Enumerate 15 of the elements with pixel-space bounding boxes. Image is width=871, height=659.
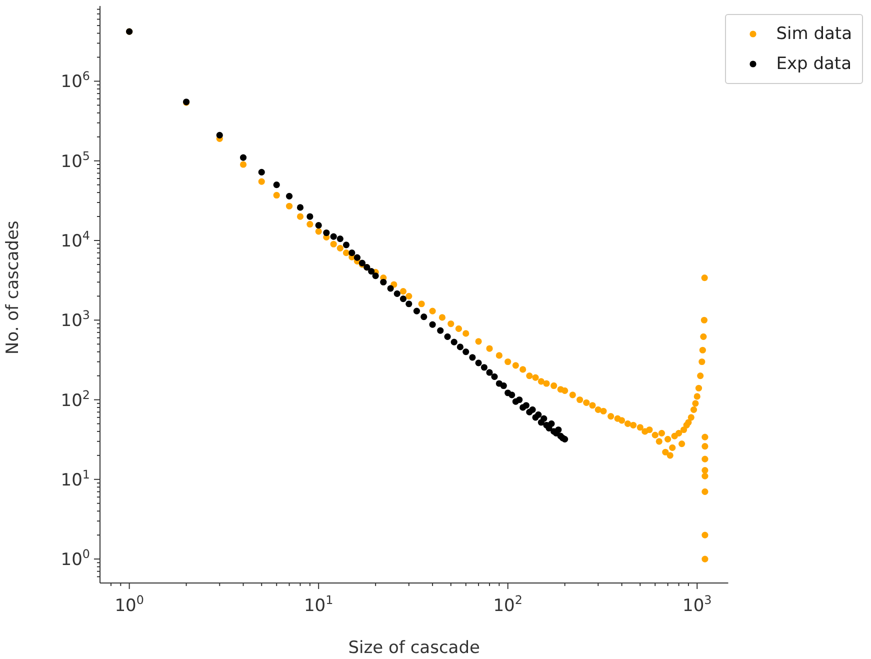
x-tick-label: 10$^{0}$ [114,593,144,616]
y-tick-label: 10$^{5}$ [60,148,90,172]
legend-label: Sim data [776,23,852,46]
x-tick-label: 10$^{2}$ [493,593,522,616]
y-tick-label: 10$^{1}$ [60,467,90,490]
y-tick-label: 10$^{6}$ [60,69,90,92]
legend-label: Exp data [776,53,852,76]
x-tick-label: 10$^{1}$ [304,593,334,616]
y-tick-label: 10$^{4}$ [60,228,90,252]
y-axis-title: No. of cascades [3,220,24,354]
y-tick-label: 10$^{2}$ [60,388,90,411]
y-tick-label: 10$^{0}$ [60,547,90,570]
y-tick-label: 10$^{3}$ [60,308,90,332]
x-tick-label: 10$^{3}$ [682,593,712,616]
x-axis-title: Size of cascade [348,638,480,658]
